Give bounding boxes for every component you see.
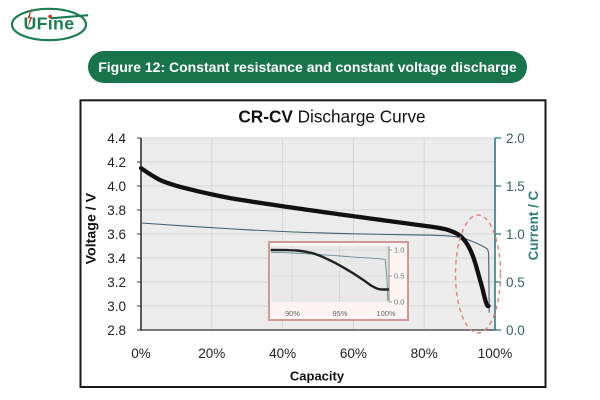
svg-text:60%: 60% xyxy=(340,346,367,361)
svg-text:2.8: 2.8 xyxy=(107,323,126,338)
svg-text:Figure 12: Constant resistance: Figure 12: Constant resistance and const… xyxy=(98,59,517,75)
svg-text:UFine: UFine xyxy=(24,14,75,34)
svg-text:2.0: 2.0 xyxy=(506,131,525,146)
svg-text:4.0: 4.0 xyxy=(107,179,126,194)
svg-text:100%: 100% xyxy=(376,309,396,318)
svg-text:Current / C: Current / C xyxy=(526,190,541,260)
svg-text:0.5: 0.5 xyxy=(506,275,525,290)
svg-text:4.2: 4.2 xyxy=(107,155,126,170)
svg-text:95%: 95% xyxy=(332,309,347,318)
svg-text:CR-CV Discharge Curve: CR-CV Discharge Curve xyxy=(238,107,425,127)
svg-text:0.0: 0.0 xyxy=(394,298,404,307)
svg-text:0.0: 0.0 xyxy=(506,323,525,338)
svg-text:0.5: 0.5 xyxy=(394,272,404,281)
svg-text:4.4: 4.4 xyxy=(107,131,126,146)
svg-text:0%: 0% xyxy=(131,346,151,361)
svg-text:1.5: 1.5 xyxy=(506,179,525,194)
svg-text:3.4: 3.4 xyxy=(107,251,126,266)
svg-text:1.0: 1.0 xyxy=(394,246,404,255)
svg-text:Voltage / V: Voltage / V xyxy=(84,192,100,264)
svg-text:80%: 80% xyxy=(411,346,438,361)
svg-text:3.2: 3.2 xyxy=(107,275,126,290)
svg-text:1.0: 1.0 xyxy=(506,227,525,242)
svg-text:100%: 100% xyxy=(478,346,513,361)
svg-text:40%: 40% xyxy=(269,346,296,361)
svg-text:20%: 20% xyxy=(198,346,225,361)
svg-text:Capacity: Capacity xyxy=(290,369,345,384)
svg-text:3.6: 3.6 xyxy=(107,227,126,242)
svg-text:90%: 90% xyxy=(285,309,300,318)
svg-text:3.0: 3.0 xyxy=(107,299,126,314)
svg-text:3.8: 3.8 xyxy=(107,203,126,218)
